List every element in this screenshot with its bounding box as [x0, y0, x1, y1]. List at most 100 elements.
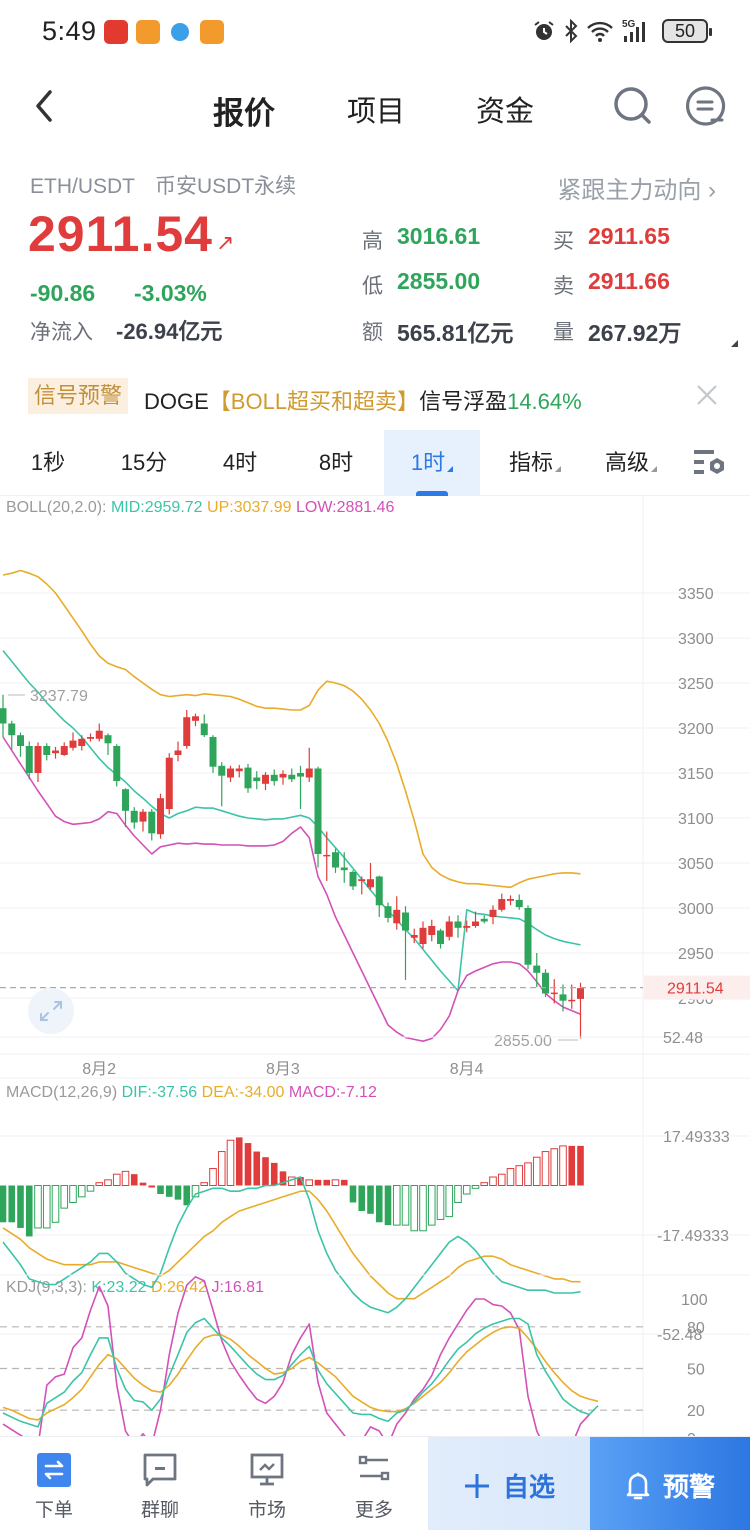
price-alert-button[interactable]: 预警	[590, 1437, 750, 1530]
alarm-icon	[534, 21, 554, 40]
signal-alert-bar[interactable]: 信号预警 DOGE【BOLL超买和超卖】信号浮盈14.64%	[0, 372, 750, 422]
kdj-k-value: K:23.22	[91, 1279, 147, 1296]
macd-dea-value: DEA:-34.00	[201, 1084, 285, 1101]
signal-symbol: DOGE	[144, 389, 209, 414]
kdj-j-value: J:16.81	[211, 1279, 264, 1296]
period-tab-15m[interactable]: 15分	[104, 430, 184, 496]
expand-toggle-icon[interactable]	[731, 340, 738, 347]
chart-settings-icon[interactable]	[694, 448, 728, 480]
signal-profit-label: 信号浮盈	[419, 389, 508, 414]
advanced-dropdown[interactable]: 高级	[586, 430, 676, 496]
period-tab-label: 8时	[318, 450, 354, 475]
svg-text:8月2: 8月2	[82, 1061, 116, 1078]
kdj-d-value: D:26.42	[150, 1279, 208, 1296]
watchlist-label: 自选	[502, 1472, 555, 1502]
tab-project[interactable]: 项目	[347, 96, 406, 128]
status-time: 5:49	[42, 16, 97, 46]
signal-text: DOGE【BOLL超买和超卖】信号浮盈14.64%	[144, 384, 582, 416]
svg-text:-17.49333: -17.49333	[657, 1228, 729, 1245]
add-watchlist-button[interactable]: 自选	[428, 1437, 590, 1530]
ask-label: 卖	[553, 275, 574, 298]
fullscreen-expand-button[interactable]	[28, 988, 74, 1034]
volume-value: 267.92万	[588, 320, 682, 346]
app-notification-icon	[171, 23, 189, 41]
indicator-dropdown[interactable]: 指标	[490, 430, 580, 496]
search-icon[interactable]	[611, 84, 655, 128]
net-inflow-label: 净流入	[30, 321, 93, 344]
signal-tag: 信号预警	[28, 378, 129, 414]
macd-dif-value: DIF:-37.56	[121, 1084, 198, 1101]
dropdown-triangle-icon	[651, 466, 657, 472]
dropdown-triangle-icon	[447, 466, 454, 472]
svg-text:8月4: 8月4	[450, 1061, 484, 1078]
group-chat-button[interactable]: 群聊	[110, 1437, 210, 1530]
boll-legend-name: BOLL(20,2.0):	[6, 499, 107, 516]
boll-mid-value: MID:2959.72	[110, 499, 203, 516]
svg-text:52.48: 52.48	[663, 1030, 703, 1047]
svg-text:3250: 3250	[678, 676, 714, 693]
chat-icon	[143, 1453, 177, 1487]
battery-indicator: 50	[662, 19, 712, 43]
plus-icon	[464, 1473, 489, 1498]
svg-text:3000: 3000	[678, 901, 714, 918]
signal-strategy: 【BOLL超买和超卖】	[208, 389, 420, 414]
app-notification-icon	[104, 20, 128, 44]
period-tab-1h[interactable]: 1时	[384, 430, 480, 496]
period-tab-label: 指标	[508, 450, 553, 475]
bid-label: 买	[553, 230, 574, 253]
period-tabs: 1秒 15分 4时 8时 1时 指标 高级	[0, 430, 750, 496]
price-change: -90.86	[30, 280, 96, 306]
svg-text:-52.48: -52.48	[657, 1327, 702, 1344]
low-value: 2855.00	[397, 268, 481, 294]
order-button[interactable]: 下单	[4, 1437, 104, 1530]
signal-5g-icon: 5G	[622, 19, 645, 42]
svg-text:100: 100	[681, 1292, 708, 1309]
svg-text:3200: 3200	[678, 721, 714, 738]
svg-text:20: 20	[687, 1403, 705, 1420]
dropdown-triangle-icon	[555, 466, 561, 472]
kdj-legend: KDJ(9,3,3): K:23.22 D:26.42 J:16.81	[6, 1279, 264, 1297]
period-tab-4h[interactable]: 4时	[200, 430, 280, 496]
chat-label: 群聊	[140, 1500, 179, 1521]
svg-text:50: 50	[687, 1362, 705, 1379]
period-tab-label: 高级	[604, 450, 649, 475]
kline-chart[interactable]: 3350330032503200315031003050300029502900…	[0, 496, 750, 1436]
macd-legend: MACD(12,26,9) DIF:-37.56 DEA:-34.00 MACD…	[6, 1084, 377, 1102]
svg-text:8月3: 8月3	[266, 1061, 300, 1078]
pair-symbol: ETH/USDT	[30, 175, 135, 198]
pair-market: 币安USDT永续	[155, 175, 297, 198]
price-change-pct: -3.03%	[134, 280, 207, 306]
price-trend-arrow-icon: ↗	[216, 230, 235, 255]
order-label: 下单	[34, 1500, 73, 1521]
market-monitor-icon	[250, 1453, 284, 1486]
svg-text:5G: 5G	[622, 19, 636, 30]
ask-value: 2911.66	[588, 268, 670, 294]
macd-value: MACD:-7.12	[288, 1084, 377, 1101]
boll-legend: BOLL(20,2.0): MID:2959.72 UP:3037.99 LOW…	[6, 499, 394, 517]
boll-up-value: UP:3037.99	[207, 499, 292, 516]
period-tab-1s[interactable]: 1秒	[10, 430, 86, 496]
top-nav: 报价 项目 资金	[0, 70, 750, 142]
follow-main-force-link[interactable]: 紧跟主力动向 ›	[557, 170, 716, 205]
close-icon[interactable]	[692, 380, 722, 410]
more-button[interactable]: 更多	[324, 1437, 424, 1530]
back-icon[interactable]	[26, 84, 66, 128]
pair-info: ETH/USDT 币安USDT永续	[30, 170, 296, 200]
svg-text:17.49333: 17.49333	[663, 1129, 730, 1146]
notification-icons	[104, 20, 224, 44]
svg-text:2950: 2950	[678, 946, 714, 963]
period-tab-label: 1时	[410, 450, 446, 475]
status-bar: 5:49 5G 50	[0, 0, 750, 64]
svg-text:2855.00: 2855.00	[494, 1033, 552, 1050]
svg-text:2911.54: 2911.54	[667, 981, 724, 998]
tab-funds[interactable]: 资金	[476, 96, 535, 128]
alert-label: 预警	[662, 1472, 715, 1502]
market-button[interactable]: 市场	[217, 1437, 317, 1530]
bluetooth-icon	[565, 19, 578, 43]
chat-menu-icon[interactable]	[684, 84, 728, 128]
period-tab-8h[interactable]: 8时	[296, 430, 376, 496]
tab-quote[interactable]: 报价	[213, 96, 275, 131]
follow-link-label: 紧跟主力动向	[557, 177, 702, 204]
app-notification-icon	[136, 20, 160, 44]
last-price: 2911.54	[28, 206, 213, 262]
